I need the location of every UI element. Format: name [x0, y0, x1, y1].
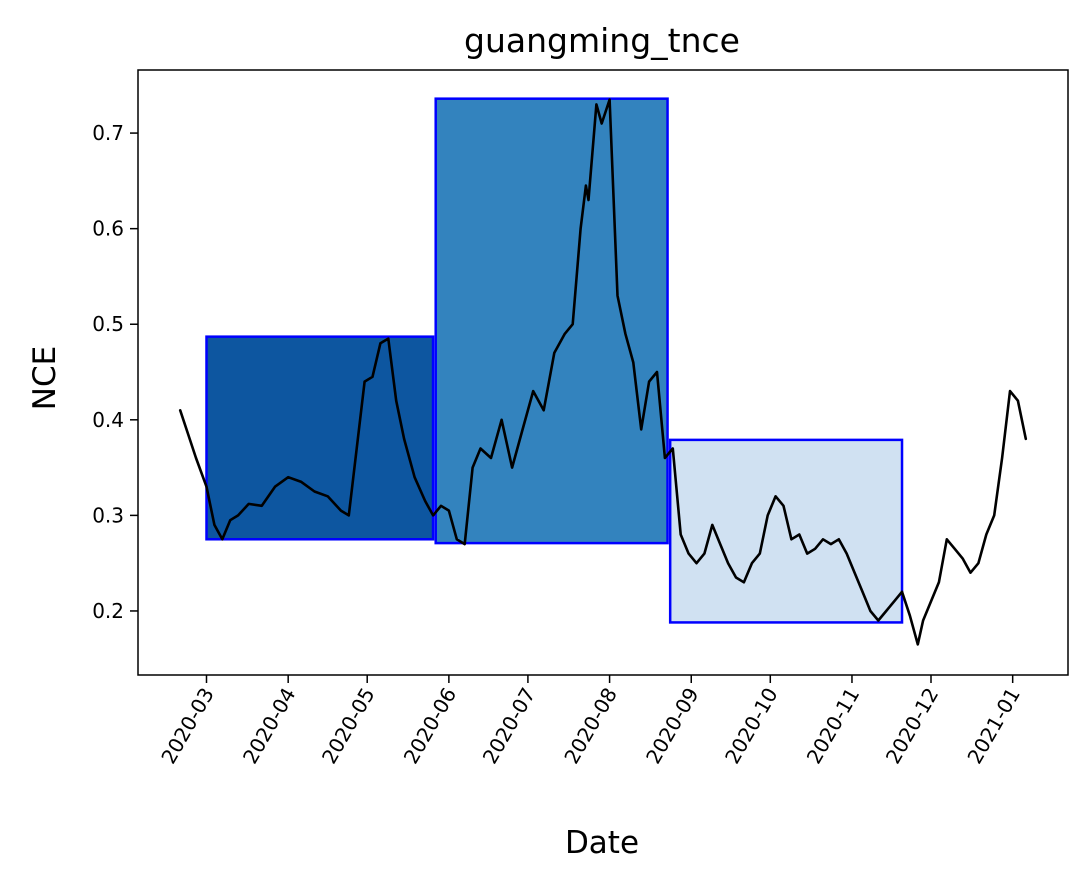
series-line-1: [178, 98, 1028, 646]
y-tick-label: 0.4: [92, 408, 124, 432]
y-tick-label: 0.5: [92, 312, 124, 336]
x-tick-label: 2020-06: [399, 684, 462, 768]
chart-title: guangming_tnce: [464, 21, 740, 60]
x-tick-label: 2020-10: [720, 684, 783, 768]
y-tick-label: 0.2: [92, 599, 124, 623]
x-tick-label: 2020-05: [317, 684, 380, 768]
highlight-regions: [205, 97, 904, 624]
highlight-region-2: [434, 97, 669, 545]
x-tick-label: 2020-09: [641, 684, 704, 768]
y-axis: 0.2 0.3 0.4 0.5 0.6 0.7: [92, 121, 138, 623]
x-tick-label: 2020-03: [156, 684, 219, 768]
x-axis: 2020-03 2020-04 2020-05 2020-06 2020-07 2020-…: [156, 675, 1025, 768]
plot-frame: [137, 69, 1069, 676]
x-tick-label: 2020-11: [802, 684, 865, 768]
x-tick-label: 2020-12: [881, 684, 944, 768]
x-tick-label: 2020-08: [559, 684, 622, 768]
y-tick-label: 0.7: [92, 121, 124, 145]
highlight-region-3: [668, 438, 904, 624]
x-tick-label: 2020-04: [238, 684, 301, 768]
y-axis-label: NCE: [27, 346, 63, 410]
x-axis-label: Date: [565, 825, 639, 861]
x-tick-label: 2021-01: [962, 684, 1025, 768]
y-tick-label: 0.3: [92, 503, 124, 527]
x-tick-label: 2020-07: [478, 684, 541, 768]
highlight-region-1: [205, 335, 435, 541]
series-line-layer: [178, 98, 1028, 646]
y-tick-label: 0.6: [92, 217, 124, 241]
